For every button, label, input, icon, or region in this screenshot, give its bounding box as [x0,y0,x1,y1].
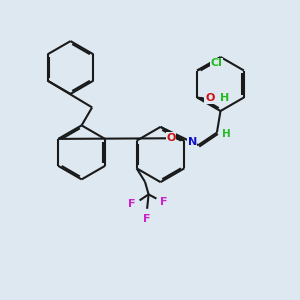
Text: F: F [160,196,168,207]
Text: H: H [222,129,231,139]
Text: F: F [143,214,151,224]
Text: Cl: Cl [211,58,223,68]
Text: H: H [220,93,229,103]
Text: N: N [188,137,197,147]
Text: O: O [167,133,176,143]
Text: F: F [128,199,136,209]
Text: O: O [205,93,214,103]
